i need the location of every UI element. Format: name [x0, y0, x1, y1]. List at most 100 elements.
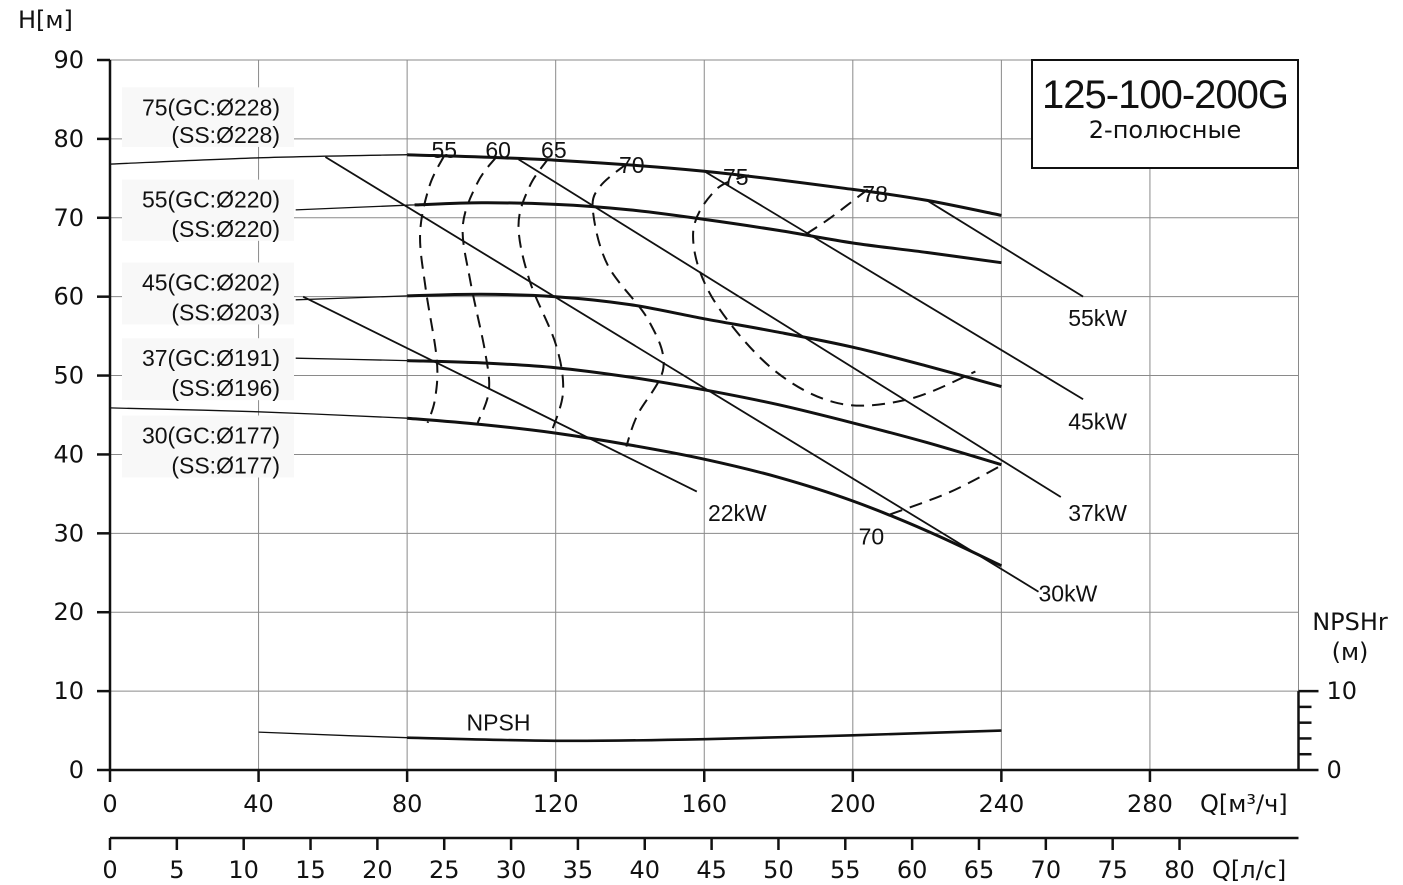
x2-tick-label: 45 [696, 856, 727, 884]
x2-tick-label: 65 [964, 856, 995, 884]
npsh-curve [407, 729, 1002, 743]
power-label: 55kW [1068, 305, 1127, 331]
x-tick-label: 240 [978, 790, 1024, 818]
impeller-label-bg [122, 87, 294, 147]
y-tick-label: 70 [53, 204, 84, 232]
y-tick-label: 20 [53, 598, 84, 626]
efficiency-label: 55 [431, 137, 457, 163]
impeller-curve-thin [295, 357, 408, 362]
power-line [518, 158, 1062, 498]
x2-tick-label: 0 [102, 856, 117, 884]
npsh-tick-label: 10 [1327, 677, 1358, 705]
x-tick-label: 280 [1127, 790, 1173, 818]
x2-tick-label: 30 [496, 856, 527, 884]
x-tick-label: 80 [392, 790, 423, 818]
y-tick-label: 0 [69, 756, 84, 784]
power-line [926, 199, 1084, 298]
impeller-label-bg [122, 415, 294, 478]
impeller-label: 45(GC:Ø202) [142, 269, 280, 295]
efficiency-contour [461, 156, 498, 424]
efficiency-contour [591, 163, 665, 447]
npsh-axis-title-line1: NPSHr [1312, 608, 1388, 636]
x-axis-title: Q[м³/ч] [1200, 790, 1288, 818]
x2-tick-label: 50 [763, 856, 794, 884]
chart-title: 125-100-200G [1042, 73, 1288, 117]
impeller-curve [407, 292, 1002, 389]
impeller-label-ss: (SS:Ø220) [171, 216, 280, 242]
x2-axis-title: Q[л/с] [1212, 856, 1286, 884]
npsh-label: NPSH [467, 710, 531, 736]
x2-tick-label: 40 [629, 856, 660, 884]
x2-tick-label: 5 [169, 856, 184, 884]
x2-tick-label: 10 [228, 856, 259, 884]
impeller-label-ss: (SS:Ø228) [171, 122, 280, 148]
efficiency-label: 65 [541, 137, 567, 163]
x-tick-label: 200 [830, 790, 876, 818]
efficiency-label: 78 [862, 181, 888, 207]
impeller-label-bg [122, 262, 294, 325]
impeller-curve [407, 359, 1002, 467]
efficiency-label: 75 [723, 164, 749, 190]
power-lines: 55kW 45kW 37kW 30kW 22kW [302, 156, 1127, 606]
power-line [302, 295, 698, 493]
text-labels: 75(GC:Ø228)(SS:Ø228) 55(GC:Ø220) (SS:Ø220)… [122, 87, 294, 478]
power-label: 30kW [1039, 580, 1098, 606]
y-axis-title: H[м] [18, 6, 73, 34]
power-line [324, 156, 1039, 593]
y-tick-label: 60 [53, 283, 84, 311]
efficiency-contour [692, 174, 976, 407]
y-tick-label: 90 [53, 46, 84, 74]
x-tick-label: 40 [243, 790, 274, 818]
impeller-curve-thin [295, 295, 408, 301]
impeller-curve-thin [295, 204, 419, 211]
chart-subtitle: 2-полюсные [1089, 116, 1241, 144]
npsh-axis-title-line2: (м) [1332, 638, 1369, 666]
x2-tick-label: 80 [1164, 856, 1195, 884]
impeller-curve [407, 153, 1002, 217]
power-label: 22kW [708, 500, 767, 526]
power-label: 37kW [1068, 500, 1127, 526]
efficiency-label: 70 [859, 523, 885, 549]
x2-tick-label: 20 [362, 856, 393, 884]
x2-tick-label: 60 [897, 856, 928, 884]
x2-tick-label: 25 [429, 856, 460, 884]
x2-tick-label: 55 [830, 856, 861, 884]
efficiency-contour [517, 158, 565, 432]
impeller-label-bg [122, 338, 294, 401]
power-label: 45kW [1068, 408, 1127, 434]
y-tick-label: 40 [53, 440, 84, 468]
efficiency-contour [803, 188, 869, 236]
npsh-tick-label: 0 [1327, 756, 1342, 784]
y-tick-label: 30 [53, 519, 84, 547]
grid-lines [110, 59, 1299, 770]
y-tick-label: 10 [53, 677, 84, 705]
impeller-curve [414, 201, 1002, 265]
impeller-label-bg [122, 179, 294, 241]
efficiency-contours: 55 60 65 70 75 78 70 [419, 137, 1002, 549]
x2-tick-label: 35 [563, 856, 594, 884]
x2-tick-label: 70 [1031, 856, 1062, 884]
efficiency-label: 60 [485, 137, 511, 163]
impeller-curve-thin [109, 154, 408, 165]
npsh-curve: NPSH [258, 710, 1002, 743]
impeller-label-ss: (SS:Ø196) [171, 375, 280, 401]
impeller-curve [406, 416, 1003, 568]
x-tick-label: 0 [102, 790, 117, 818]
impeller-curve-thin [109, 407, 408, 419]
power-line [703, 170, 1084, 400]
impeller-label: 75(GC:Ø228) [142, 94, 280, 120]
y-tick-label: 50 [53, 362, 84, 390]
x2-tick-label: 75 [1097, 856, 1128, 884]
title-box [1031, 59, 1299, 169]
efficiency-label: 70 [619, 152, 645, 178]
impeller-label: 37(GC:Ø191) [142, 345, 280, 371]
efficiency-contour [419, 155, 446, 424]
efficiency-contour [889, 464, 1002, 516]
impeller-label: 55(GC:Ø220) [142, 187, 280, 213]
y-tick-label: 80 [53, 125, 84, 153]
impeller-label: 30(GC:Ø177) [142, 423, 280, 449]
x2-tick-label: 15 [295, 856, 326, 884]
x-tick-label: 120 [533, 790, 579, 818]
